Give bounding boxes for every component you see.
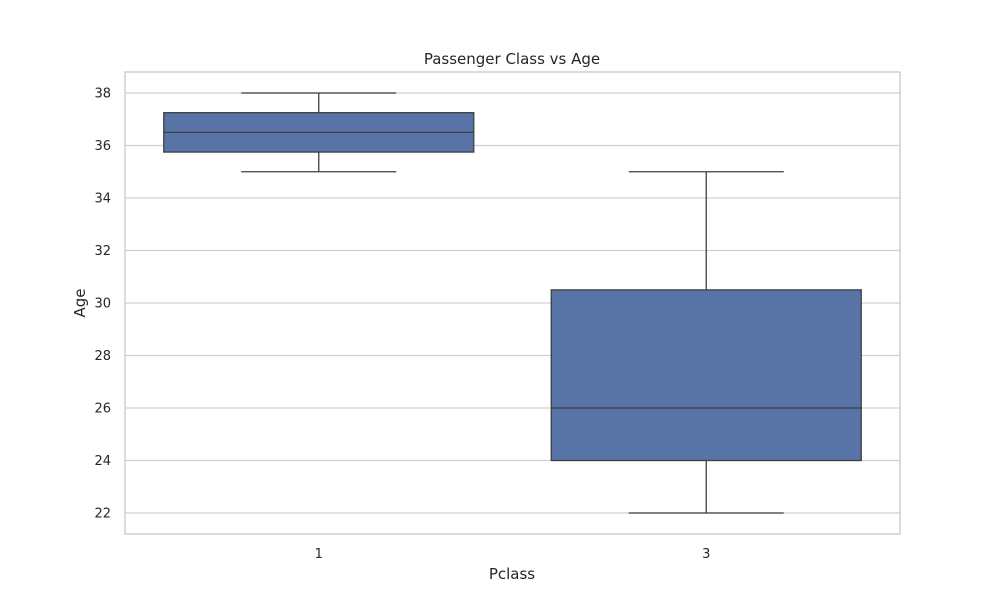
box-3	[550, 171, 862, 514]
x-tick-label: 1	[315, 547, 323, 562]
y-axis-label: Age	[71, 288, 89, 317]
y-tick-label: 32	[94, 244, 111, 259]
y-tick-label: 28	[94, 349, 111, 364]
x-axis-label: Pclass	[489, 565, 535, 583]
plot-frame	[124, 71, 901, 535]
y-tick-label: 38	[94, 87, 111, 102]
grid-lines	[125, 92, 900, 514]
y-tick-label: 26	[94, 402, 111, 417]
y-tick-label: 36	[94, 139, 111, 154]
y-tick-label: 22	[94, 507, 111, 522]
y-tick-label: 34	[94, 192, 111, 207]
box-1	[163, 92, 475, 173]
chart-title: Passenger Class vs Age	[424, 50, 600, 68]
x-tick-label: 3	[702, 547, 710, 562]
y-tick-label: 24	[94, 454, 111, 469]
y-tick-label: 30	[94, 297, 111, 312]
iqr-box	[550, 289, 862, 462]
